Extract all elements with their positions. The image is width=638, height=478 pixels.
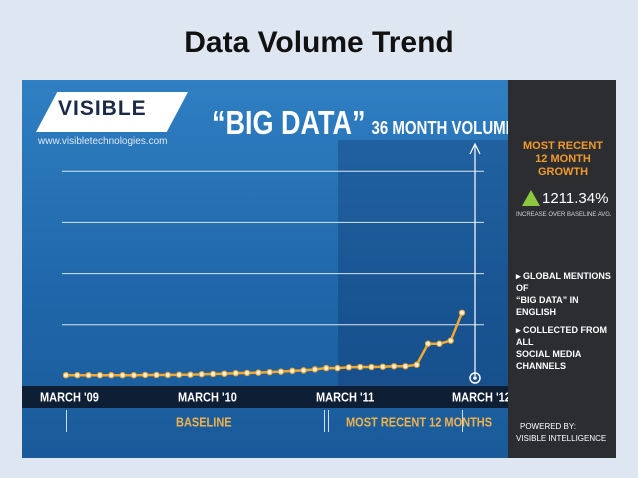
- x-tick-march-09: MARCH '09: [40, 391, 99, 405]
- growth-heading: MOST RECENT 12 MONTH GROWTH: [516, 140, 610, 179]
- bullet1-line2: “BIG DATA” IN ENGLISH: [516, 295, 579, 317]
- line-chart: [62, 142, 484, 384]
- data-point-27: [356, 363, 364, 371]
- data-point-16: [232, 369, 239, 377]
- data-point-14: [209, 370, 217, 378]
- data-point-30: [390, 363, 398, 370]
- period-divider-start: [66, 410, 67, 432]
- data-point-33: [424, 340, 432, 347]
- x-tick-march-10: MARCH '10: [178, 391, 237, 405]
- data-point-12: [187, 371, 194, 378]
- recent-12-months-band: [338, 140, 508, 386]
- side-panel: MOST RECENT 12 MONTH GROWTH 1211.34% INC…: [508, 80, 616, 458]
- data-point-13: [198, 371, 205, 378]
- bullet2-line1: ▸ COLLECTED FROM ALL: [516, 325, 608, 347]
- baseline-label: BASELINE: [176, 416, 232, 430]
- powered-by-brand: VISIBLE INTELLIGENCE: [516, 434, 607, 443]
- data-point-25: [334, 364, 341, 372]
- data-point-2: [74, 372, 81, 379]
- slide-title: Data Volume Trend: [184, 26, 454, 59]
- gridlines: [62, 170, 484, 326]
- bullet-global-mentions: ▸ GLOBAL MENTIONS OF “BIG DATA” IN ENGLI…: [516, 270, 614, 318]
- arrow-head: [469, 142, 481, 155]
- growth-heading-line2: 12 MONTH GROWTH: [535, 153, 591, 178]
- data-point-20: [277, 368, 285, 375]
- growth-heading-line1: MOST RECENT: [522, 140, 604, 152]
- period-divider-mid-right: [328, 410, 329, 432]
- data-point-36: [458, 309, 466, 316]
- data-point-28: [368, 363, 375, 371]
- data-point-32: [413, 361, 420, 368]
- logo-url: www.visibletechnologies.com: [38, 136, 168, 147]
- data-point-11: [175, 371, 183, 378]
- x-tick-march-12: MARCH '12: [452, 391, 511, 405]
- growth-value: 1211.34%: [542, 190, 609, 207]
- chart-panel: VISIBLE www.visibletechnologies.com “BIG…: [22, 80, 572, 458]
- data-point-23: [311, 366, 319, 373]
- data-point-19: [266, 368, 273, 376]
- data-point-17: [243, 369, 251, 377]
- up-arrow-icon: [469, 142, 481, 384]
- recent-period-label: MOST RECENT 12 MONTHS: [346, 416, 493, 430]
- headline-big-data: “BIG DATA”: [212, 104, 366, 142]
- volume-series: [62, 309, 466, 379]
- bullet-social-channels: ▸ COLLECTED FROM ALL SOCIAL MEDIA CHANNE…: [516, 324, 614, 372]
- data-point-5: [108, 372, 115, 379]
- data-point-15: [221, 370, 228, 377]
- x-tick-march-11: MARCH '11: [316, 391, 375, 405]
- logo-text: VISIBLE: [58, 97, 147, 120]
- big-data-infographic: VISIBLE www.visibletechnologies.com “BIG…: [22, 80, 616, 458]
- data-point-21: [289, 367, 296, 375]
- triangle-up-icon: [522, 190, 540, 206]
- data-point-3: [85, 372, 92, 379]
- data-point-35: [447, 337, 454, 344]
- x-axis-bar: [22, 386, 508, 408]
- data-point-34: [436, 340, 443, 347]
- powered-by-label: POWERED BY:: [520, 422, 577, 431]
- data-point-7: [130, 372, 138, 379]
- data-point-29: [379, 363, 386, 370]
- arrow-origin-dot: [473, 376, 477, 380]
- period-divider-end: [462, 410, 463, 432]
- data-point-10: [164, 371, 172, 379]
- data-point-31: [402, 363, 409, 370]
- bullet2-line2: SOCIAL MEDIA CHANNELS: [516, 349, 582, 371]
- bullet1-line1: ▸ GLOBAL MENTIONS OF: [516, 271, 611, 293]
- data-point-18: [255, 369, 262, 376]
- visible-logo: [36, 92, 188, 132]
- data-point-9: [153, 371, 160, 379]
- data-point-4: [96, 372, 104, 379]
- data-point-8: [141, 371, 149, 379]
- data-point-6: [119, 372, 126, 379]
- growth-caption: INCREASE OVER BASELINE AVG.: [516, 212, 612, 218]
- data-point-1: [62, 372, 70, 379]
- data-point-26: [345, 364, 353, 371]
- data-point-22: [300, 367, 307, 374]
- arrow-origin-ring: [469, 372, 481, 384]
- period-divider-mid-left: [324, 410, 325, 432]
- data-point-24: [323, 364, 330, 372]
